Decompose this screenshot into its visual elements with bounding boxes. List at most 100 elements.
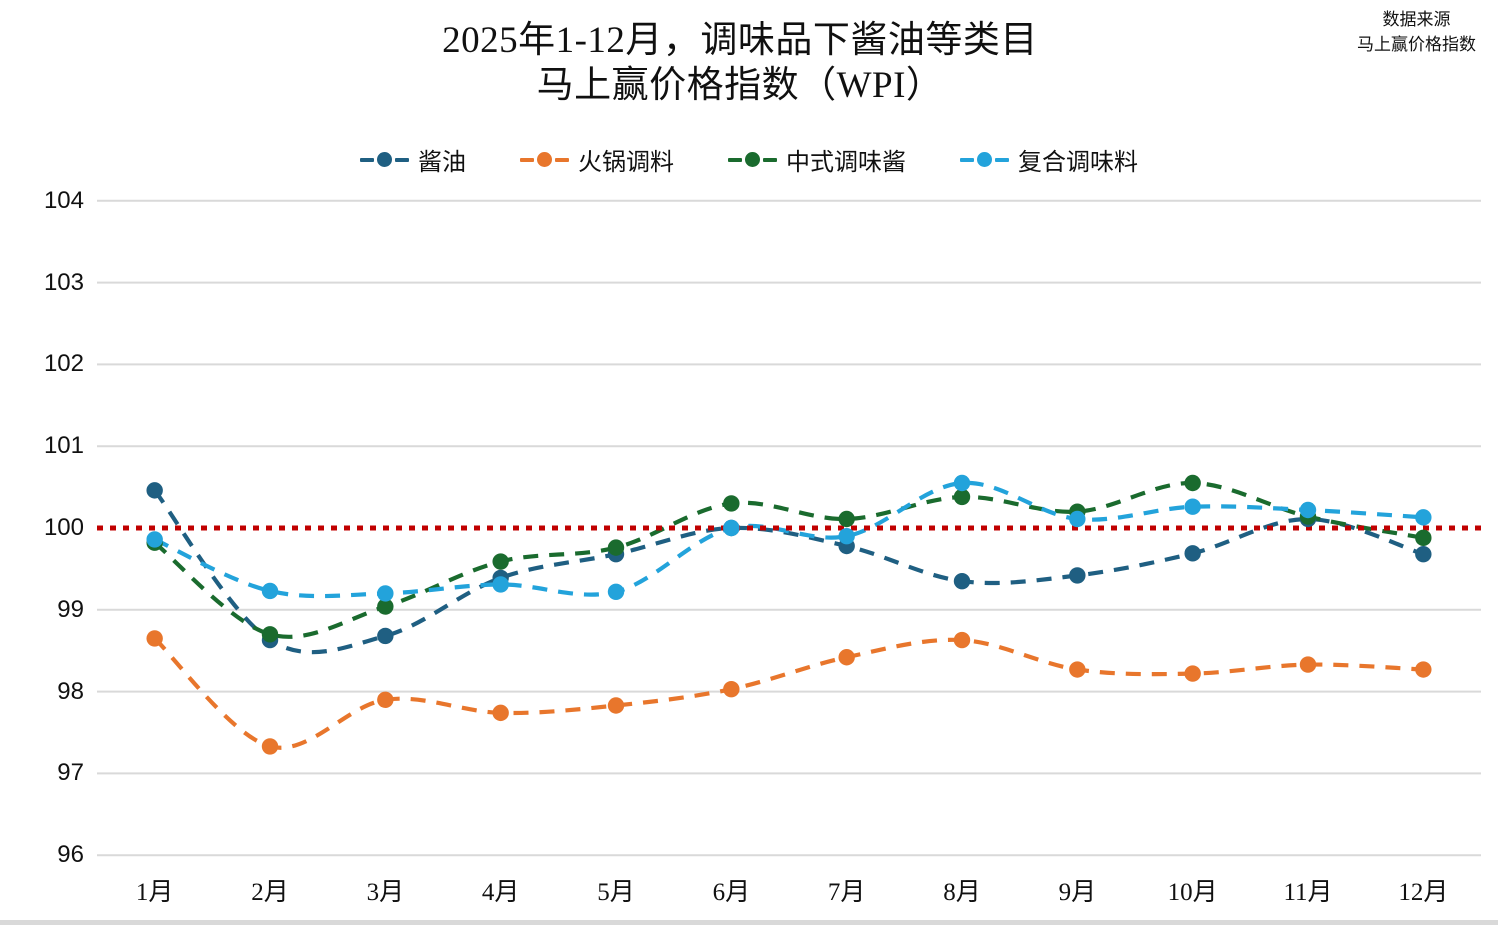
data-point-marker[interactable] <box>1415 509 1432 526</box>
data-point-marker[interactable] <box>1299 501 1317 519</box>
series-line <box>153 480 1424 639</box>
x-axis-tick-label: 2月 <box>251 879 289 906</box>
series-line <box>153 636 1424 750</box>
x-axis-tick-label: 3月 <box>366 879 405 906</box>
legend-marker-icon <box>728 152 777 167</box>
legend-dash-right <box>395 157 409 162</box>
data-point-marker[interactable] <box>146 482 163 499</box>
legend-label: 酱油 <box>418 150 466 176</box>
data-source-value: 马上赢价格指数 <box>1357 34 1476 54</box>
legend-dot <box>977 152 992 167</box>
series-group-3 <box>153 480 1424 639</box>
data-point-marker[interactable] <box>953 474 971 492</box>
legend-dash-left <box>960 157 974 162</box>
legend-dash-left <box>728 157 742 162</box>
series-line <box>153 480 1424 599</box>
data-point-marker[interactable] <box>146 531 163 548</box>
legend-dash-right <box>995 157 1009 162</box>
legend-marker-icon <box>960 152 1009 167</box>
x-axis-tick-label: 12月 <box>1398 879 1449 906</box>
x-axis-tick-label: 1月 <box>135 879 174 906</box>
data-point-marker[interactable] <box>838 649 855 666</box>
data-point-marker[interactable] <box>1069 567 1086 584</box>
legend-dash-right <box>763 157 777 162</box>
legend-label: 火锅调料 <box>578 150 674 176</box>
y-axis-tick-label: 101 <box>43 432 84 460</box>
data-point-marker[interactable] <box>953 631 971 649</box>
data-point-marker[interactable] <box>607 539 625 556</box>
legend-dot <box>377 152 392 167</box>
data-point-marker[interactable] <box>1069 661 1086 678</box>
legend-dot <box>537 152 552 167</box>
data-point-marker[interactable] <box>838 510 855 528</box>
legend-dot <box>745 152 760 167</box>
data-point-marker[interactable] <box>953 488 971 506</box>
legend-marker-icon <box>520 152 569 167</box>
data-point-marker[interactable] <box>607 697 625 714</box>
x-axis-tick-label: 7月 <box>827 879 866 906</box>
data-point-marker[interactable] <box>723 519 740 537</box>
data-point-marker[interactable] <box>1184 474 1201 492</box>
legend-item-2[interactable]: 火锅调料 <box>520 142 674 177</box>
chart-legend: 酱油 火锅调料 中式调味酱 复合调味料 <box>0 142 1498 177</box>
x-axis-tick-label: 9月 <box>1058 879 1097 906</box>
data-point-marker[interactable] <box>1184 498 1201 515</box>
data-source-label: 数据来源 <box>1382 10 1451 29</box>
data-point-marker[interactable] <box>1415 661 1432 678</box>
data-point-marker[interactable] <box>492 704 509 722</box>
y-axis-tick-label: 102 <box>43 350 84 378</box>
bottom-divider <box>0 920 1498 925</box>
legend-item-3[interactable]: 中式调味酱 <box>728 142 906 177</box>
legend-dash-left <box>360 157 374 162</box>
data-point-marker[interactable] <box>723 495 740 512</box>
data-point-marker[interactable] <box>1069 510 1086 528</box>
chart-title-line-2: 马上赢价格指数（WPI） <box>536 65 944 107</box>
data-point-marker[interactable] <box>261 626 279 643</box>
x-axis-tick-label: 4月 <box>481 879 520 906</box>
y-axis-tick-label: 104 <box>43 186 84 214</box>
data-point-marker[interactable] <box>377 691 394 708</box>
data-point-marker[interactable] <box>838 527 855 545</box>
series-line <box>153 489 1424 655</box>
data-source-note: 数据来源 马上赢价格指数 <box>1357 8 1476 57</box>
data-point-marker[interactable] <box>607 583 625 601</box>
data-point-marker[interactable] <box>1184 665 1201 682</box>
legend-marker-icon <box>360 152 409 167</box>
x-axis-tick-label: 5月 <box>597 879 635 906</box>
data-point-marker[interactable] <box>1299 656 1317 673</box>
data-point-marker[interactable] <box>377 585 394 602</box>
data-point-marker[interactable] <box>1415 529 1432 547</box>
data-point-marker[interactable] <box>261 582 279 600</box>
legend-item-4[interactable]: 复合调味料 <box>960 142 1138 177</box>
series-group-2 <box>153 636 1424 750</box>
data-point-marker[interactable] <box>377 627 394 645</box>
y-axis-tick-label: 103 <box>43 268 84 296</box>
data-point-marker[interactable] <box>1184 545 1201 562</box>
x-axis-tick-label: 10月 <box>1167 879 1218 906</box>
chart-title: 2025年1-12月，调味品下酱油等类目 马上赢价格指数（WPI） <box>180 18 1300 108</box>
chart-title-line-1: 2025年1-12月，调味品下酱油等类目 <box>442 20 1038 61</box>
legend-label: 中式调味酱 <box>786 150 906 176</box>
legend-dash-left <box>520 157 534 162</box>
legend-dash-right <box>555 157 569 162</box>
y-axis-tick-label: 97 <box>57 759 84 787</box>
data-point-marker[interactable] <box>492 576 509 593</box>
x-axis-tick-label: 8月 <box>943 879 981 906</box>
y-axis: 96 97 98 99 100 101 102 103 104 <box>0 0 84 925</box>
x-axis-tick-label: 11月 <box>1283 879 1333 906</box>
data-point-marker[interactable] <box>377 598 394 615</box>
data-point-marker[interactable] <box>261 738 279 755</box>
x-axis-tick-label: 6月 <box>712 879 751 906</box>
legend-item-1[interactable]: 酱油 <box>360 142 466 177</box>
data-point-marker[interactable] <box>1415 545 1432 563</box>
y-axis-tick-label: 96 <box>57 841 84 869</box>
data-point-marker[interactable] <box>723 680 740 698</box>
series-group-1 <box>153 489 1424 655</box>
data-point-marker[interactable] <box>492 553 509 570</box>
data-point-marker[interactable] <box>146 630 163 647</box>
data-point-marker[interactable] <box>953 572 971 590</box>
y-axis-tick-label: 99 <box>57 595 84 623</box>
y-axis-tick-label: 98 <box>57 677 84 705</box>
